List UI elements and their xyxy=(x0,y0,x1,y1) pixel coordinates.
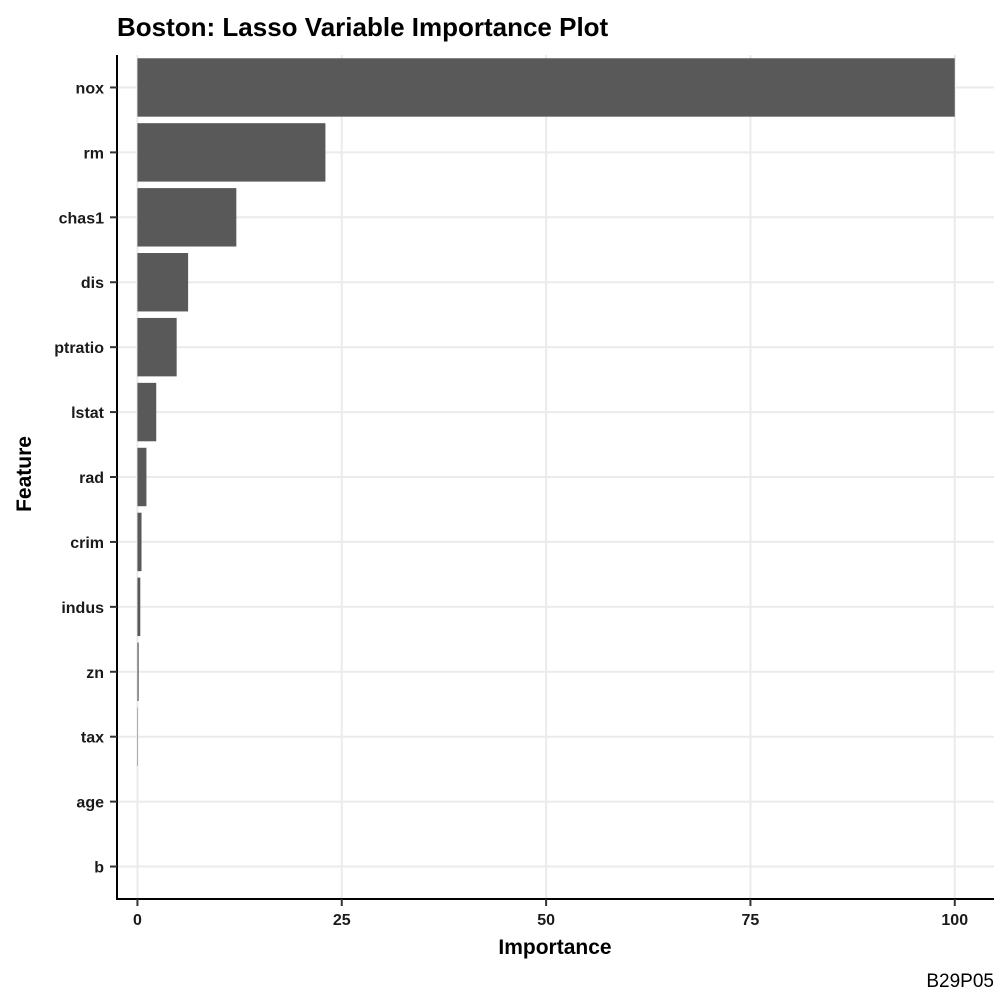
caption-label: B29P05 xyxy=(926,971,994,992)
bar-rad xyxy=(137,447,147,507)
bar-zn xyxy=(137,642,139,701)
y-tick-label-rm: rm xyxy=(84,145,104,162)
y-tick-label-rad: rad xyxy=(79,470,104,487)
x-tick-label: 0 xyxy=(133,912,142,929)
bar-dis xyxy=(137,253,189,312)
bar-crim xyxy=(137,512,142,572)
bar-nox xyxy=(137,58,955,117)
x-axis-ticks: 0 25 50 75 100 xyxy=(133,899,968,929)
x-axis-title: Importance xyxy=(498,936,611,959)
y-tick-label-b: b xyxy=(94,860,104,877)
x-tick-label: 75 xyxy=(742,912,760,929)
bar-indus xyxy=(137,577,141,637)
y-tick-label-indus: indus xyxy=(61,600,104,617)
bar-lstat xyxy=(137,382,157,442)
x-tick-label: 100 xyxy=(941,912,968,929)
y-tick-label-tax: tax xyxy=(81,730,104,747)
bars xyxy=(137,58,955,766)
y-tick-label-lstat: lstat xyxy=(71,405,105,422)
bar-ptratio xyxy=(137,317,177,377)
bar-rm xyxy=(137,123,326,182)
y-tick-label-zn: zn xyxy=(86,665,104,682)
chart-title: Boston: Lasso Variable Importance Plot xyxy=(117,12,609,42)
bar-chas1 xyxy=(137,188,237,247)
y-axis-title: Feature xyxy=(13,436,36,512)
x-tick-label: 25 xyxy=(333,912,351,929)
y-tick-label-nox: nox xyxy=(76,80,105,97)
y-tick-label-age: age xyxy=(76,795,104,812)
y-tick-label-dis: dis xyxy=(81,275,104,292)
y-tick-label-chas1: chas1 xyxy=(59,210,104,227)
y-tick-label-crim: crim xyxy=(70,535,104,552)
x-tick-label: 50 xyxy=(537,912,555,929)
y-axis-ticks: nox rm chas1 dis ptratio lstat rad crim indus zn t… xyxy=(54,80,117,877)
y-tick-label-ptratio: ptratio xyxy=(54,340,104,357)
